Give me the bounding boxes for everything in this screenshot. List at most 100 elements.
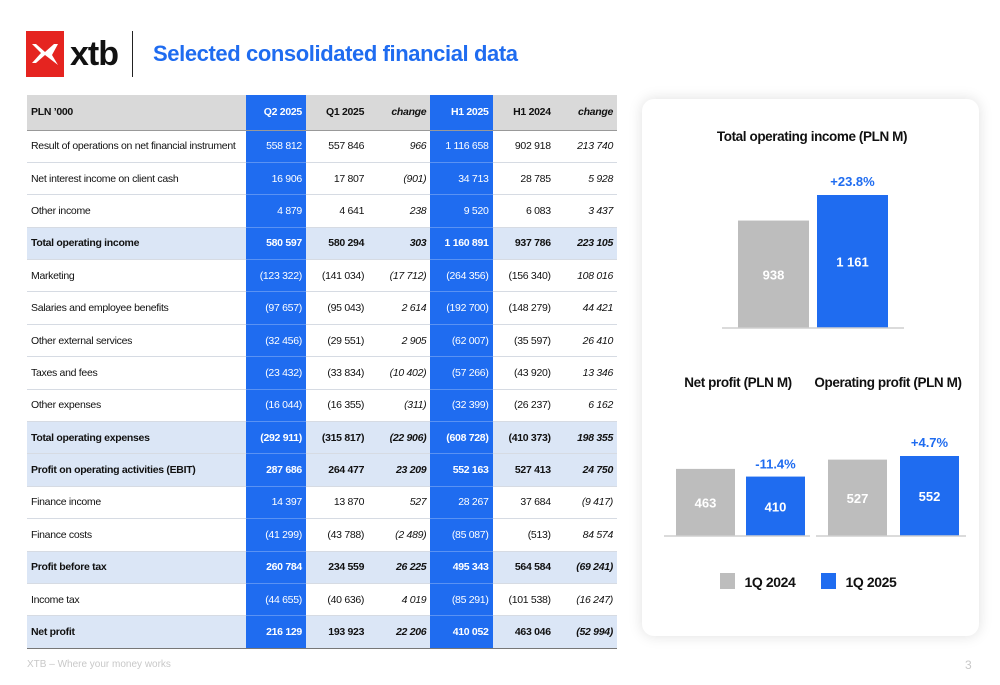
cell-h1-2024: (513) xyxy=(492,518,555,552)
cell-q1-2025: 13 870 xyxy=(305,486,369,520)
cell-h1-2025: (85 291) xyxy=(430,583,493,617)
bar-value-label: 463 xyxy=(695,495,717,510)
cell-h1-2025: 9 520 xyxy=(430,194,493,228)
change-label: +23.8% xyxy=(830,174,875,189)
cell-change-q: 2 614 xyxy=(368,291,431,325)
cell-change-h: 198 355 xyxy=(554,421,617,455)
row-label: Income tax xyxy=(27,583,246,617)
cell-h1-2024: (26 237) xyxy=(492,389,555,423)
row-label: Marketing xyxy=(27,259,246,293)
bar-value-label: 938 xyxy=(763,267,785,282)
cell-change-q: (10 402) xyxy=(368,356,431,390)
legend-swatch xyxy=(821,573,836,589)
bar-value-label: 1 161 xyxy=(836,255,869,270)
cell-q2-2025: (123 322) xyxy=(245,259,306,293)
table-row: Net profit 216 129 193 923 22 206 410 052 463… xyxy=(27,615,617,649)
cell-q1-2025: (33 834) xyxy=(305,356,369,390)
cell-h1-2024: (101 538) xyxy=(492,583,555,617)
bar-1q-2024 xyxy=(828,459,887,536)
cell-h1-2024: (156 340) xyxy=(492,259,555,293)
table-row: Marketing (123 322) (141 034) (17 712) (264 … xyxy=(27,259,617,293)
table-row: Other external services (32 456) (29 551) 2… xyxy=(27,324,617,358)
cell-h1-2024: (410 373) xyxy=(492,421,555,455)
cell-h1-2025: 495 343 xyxy=(430,551,493,584)
bar-value-label: 552 xyxy=(919,489,941,504)
footer-tagline: XTB – Where your money works xyxy=(27,659,171,670)
cell-change-q: 238 xyxy=(368,194,431,228)
cell-change-h: (69 241) xyxy=(554,551,617,584)
cell-q2-2025: (292 911) xyxy=(245,421,306,455)
cell-change-q: (22 906) xyxy=(368,421,431,455)
cell-change-h: 3 437 xyxy=(554,194,617,228)
change-label: -11.4% xyxy=(755,457,796,472)
cell-q2-2025: 287 686 xyxy=(245,453,306,487)
cell-h1-2024: (148 279) xyxy=(492,291,555,325)
cell-h1-2024: 28 785 xyxy=(492,162,555,196)
table-row: Profit on operating activities (EBIT) 287… xyxy=(27,453,617,487)
chart-title: Operating profit (PLN M) xyxy=(814,375,961,390)
column-header-label: PLN ’000 xyxy=(27,95,246,131)
cell-h1-2024: (43 920) xyxy=(492,356,555,390)
cell-h1-2024: 902 918 xyxy=(492,130,555,163)
cell-q1-2025: 17 807 xyxy=(305,162,369,196)
table-row: Finance income 14 397 13 870 527 28 267 37 68… xyxy=(27,486,617,520)
cell-q2-2025: 580 597 xyxy=(245,227,306,261)
cell-change-q: 4 019 xyxy=(368,583,431,617)
cell-h1-2025: (62 007) xyxy=(430,324,493,358)
cell-q1-2025: 193 923 xyxy=(305,615,369,649)
row-label: Other external services xyxy=(27,324,246,358)
logo-text: xtb xyxy=(70,34,119,73)
cell-change-q: 22 206 xyxy=(368,615,431,649)
cell-q2-2025: (16 044) xyxy=(245,389,306,423)
page-title: Selected consolidated financial data xyxy=(153,41,518,66)
table-row: Income tax (44 655) (40 636) 4 019 (85 291)(… xyxy=(27,583,617,617)
column-header-q2-2025: Q2 2025 xyxy=(245,95,306,131)
legend-label: 1Q 2025 xyxy=(846,574,898,590)
cell-q2-2025: (41 299) xyxy=(245,518,306,552)
cell-q2-2025: (32 456) xyxy=(245,324,306,358)
cell-h1-2024: 564 584 xyxy=(492,551,555,584)
table-row: Total operating expenses (292 911) (315 81… xyxy=(27,421,617,455)
charts-panel: Total operating income (PLN M) 938 1 161 +2… xyxy=(642,99,979,636)
cell-h1-2025: 1 116 658 xyxy=(430,130,493,163)
table-row: Finance costs (41 299) (43 788) (2 489) (85 … xyxy=(27,518,617,552)
cell-h1-2025: 34 713 xyxy=(430,162,493,196)
cell-q2-2025: 558 812 xyxy=(245,130,306,163)
row-label: Finance costs xyxy=(27,518,246,552)
column-header-h1-2025: H1 2025 xyxy=(430,95,493,131)
column-header-change-q: change xyxy=(368,95,431,131)
cell-q1-2025: (16 355) xyxy=(305,389,369,423)
row-label: Taxes and fees xyxy=(27,356,246,390)
legend-swatch xyxy=(720,573,735,589)
cell-change-q: 23 209 xyxy=(368,453,431,487)
row-label: Profit on operating activities (EBIT) xyxy=(27,453,246,487)
cell-h1-2025: 552 163 xyxy=(430,453,493,487)
change-label: +4.7% xyxy=(911,435,949,450)
row-label: Salaries and employee benefits xyxy=(27,291,246,325)
table-header-row: PLN ’000 Q2 2025 Q1 2025 change H1 2025 … xyxy=(27,95,617,131)
cell-q2-2025: 14 397 xyxy=(245,486,306,520)
cell-q2-2025: (97 657) xyxy=(245,291,306,325)
cell-change-q: 26 225 xyxy=(368,551,431,584)
cell-q1-2025: (315 817) xyxy=(305,421,369,455)
row-label: Net interest income on client cash xyxy=(27,162,246,196)
cell-q1-2025: (43 788) xyxy=(305,518,369,552)
cell-q1-2025: 580 294 xyxy=(305,227,369,261)
financial-table: PLN ’000 Q2 2025 Q1 2025 change H1 2025 … xyxy=(27,95,617,649)
row-label: Result of operations on net financial in… xyxy=(27,130,246,163)
cell-h1-2024: 37 684 xyxy=(492,486,555,520)
table-row: Other expenses (16 044) (16 355) (311) (32 3… xyxy=(27,389,617,423)
table-row: Taxes and fees (23 432) (33 834) (10 402) (5… xyxy=(27,356,617,390)
cell-h1-2025: (264 356) xyxy=(430,259,493,293)
cell-change-q: (311) xyxy=(368,389,431,423)
cell-h1-2024: 937 786 xyxy=(492,227,555,261)
cell-h1-2024: (35 597) xyxy=(492,324,555,358)
row-label: Other income xyxy=(27,194,246,228)
cell-q2-2025: 216 129 xyxy=(245,615,306,649)
row-label: Total operating income xyxy=(27,227,246,261)
cell-change-h: 84 574 xyxy=(554,518,617,552)
cell-q2-2025: 260 784 xyxy=(245,551,306,584)
cell-q1-2025: 4 641 xyxy=(305,194,369,228)
cell-change-h: 5 928 xyxy=(554,162,617,196)
bar-1q-2025 xyxy=(817,195,888,328)
